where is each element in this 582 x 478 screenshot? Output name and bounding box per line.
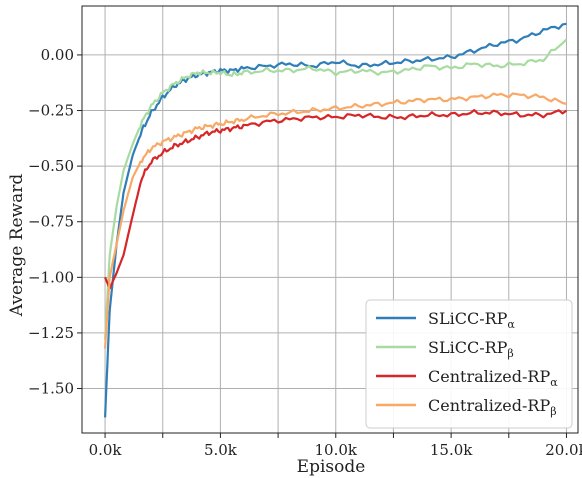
x-axis-title: Episode [297, 457, 366, 477]
x-tick-label: 5.0k [204, 441, 238, 459]
axes [77, 5, 579, 438]
y-tick-label: 0.00 [41, 46, 74, 64]
x-tick-label: 10.0k [315, 441, 358, 459]
y-tick-label: −0.25 [28, 102, 74, 120]
y-tick-label: −0.75 [28, 213, 74, 231]
grid-lines [82, 6, 578, 433]
y-axis-title: Average Reward [7, 174, 27, 318]
y-tick-label: −1.00 [28, 268, 74, 286]
tick-labels: 0.0k 5.0k 10.0k 15.0k 20.0k −1.50 −1.25 −1.00 −0… [28, 46, 582, 459]
y-tick-label: −1.25 [28, 324, 74, 342]
legend-label: Centralized-RPβ [428, 396, 557, 418]
x-tick-label: 0.0k [89, 441, 123, 459]
series-lines [104, 22, 568, 418]
legend-label: SLiCC-RPβ [428, 338, 514, 360]
legend-box [365, 299, 573, 429]
series-line [104, 92, 567, 349]
legend-label: Centralized-RPα [428, 367, 558, 389]
x-tick-label: 20.0k [545, 441, 582, 459]
legend: SLiCC-RPα SLiCC-RPβ Centralized-RPα Central… [365, 299, 573, 429]
series-line [104, 22, 567, 418]
plot-frame [81, 5, 579, 434]
series-line [104, 108, 568, 290]
legend-label: SLiCC-RPα [428, 309, 515, 331]
y-tick-label: −0.50 [28, 157, 74, 175]
y-tick-label: −1.50 [28, 380, 74, 398]
series-line [104, 38, 568, 340]
x-tick-label: 15.0k [430, 441, 473, 459]
